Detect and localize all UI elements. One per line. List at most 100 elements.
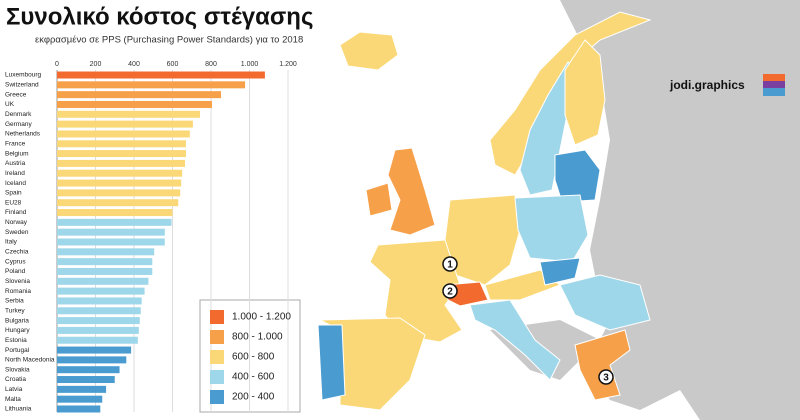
bar [57, 179, 182, 187]
bar [57, 258, 153, 266]
y-tick-label: Estonia [5, 337, 27, 344]
bar [57, 150, 186, 158]
bar [57, 120, 193, 128]
y-tick-label: Sweden [5, 229, 29, 236]
y-tick-label: Switzerland [5, 82, 39, 89]
x-tick-label: 600 [167, 61, 179, 68]
legend-label: 400 - 600 [232, 372, 275, 383]
x-tick-label: 1.200 [279, 61, 297, 68]
bar [57, 209, 173, 217]
poland [514, 194, 589, 263]
map-marker [442, 283, 458, 299]
x-tick-label: 200 [90, 61, 102, 68]
chart-title: Συνολικό κόστος στέγασης [6, 3, 313, 30]
map-marker-label: 1 [447, 260, 453, 271]
y-tick-label: Denmark [5, 111, 32, 118]
legend-swatch [210, 370, 224, 384]
ireland [365, 182, 393, 217]
bar [57, 110, 201, 118]
x-tick-label: 1.000 [241, 61, 259, 68]
map-marker-label: 2 [447, 287, 453, 298]
y-tick-label: Poland [5, 268, 26, 275]
y-tick-label: Portugal [5, 347, 30, 354]
bar [57, 336, 138, 344]
bar [57, 376, 115, 384]
greece [574, 329, 631, 401]
bar [57, 395, 103, 403]
legend-swatch [210, 390, 224, 404]
bar [57, 169, 183, 177]
germany [444, 194, 521, 286]
y-tick-label: Austria [5, 160, 26, 167]
bar [57, 385, 107, 393]
y-tick-label: Turkey [5, 307, 25, 314]
bar [57, 238, 165, 246]
y-tick-label: Belgium [5, 150, 28, 157]
baltics [554, 149, 601, 203]
y-tick-label: Spain [5, 190, 22, 197]
bar [57, 159, 186, 167]
bar [57, 346, 132, 354]
portugal [317, 324, 346, 401]
y-tick-label: Iceland [5, 180, 26, 187]
y-tick-label: Norway [5, 219, 28, 226]
y-tick-label: Romania [5, 288, 31, 295]
italy [469, 299, 561, 381]
bar [57, 356, 127, 364]
bar [57, 287, 145, 295]
legend-swatch [210, 350, 224, 364]
y-tick-label: Slovenia [5, 278, 30, 285]
finland [564, 39, 606, 146]
bar [57, 326, 139, 334]
bar [57, 317, 140, 325]
y-tick-label: Serbia [5, 298, 24, 305]
bar [57, 218, 172, 226]
x-tick-label: 800 [205, 61, 217, 68]
bar [57, 366, 120, 374]
y-tick-label: France [5, 140, 26, 147]
bar [57, 228, 165, 236]
legend-label: 600 - 800 [232, 352, 275, 363]
y-tick-label: Greece [5, 91, 27, 98]
bar [57, 130, 190, 138]
bar [57, 100, 212, 108]
bar [57, 248, 155, 256]
y-tick-label: Lithuania [5, 406, 32, 413]
y-tick-label: Germany [5, 121, 32, 128]
y-tick-label: Slovakia [5, 366, 30, 373]
logo [763, 88, 785, 96]
france [369, 239, 463, 343]
slovakia [539, 257, 581, 286]
bar [57, 71, 265, 79]
bar [57, 140, 186, 148]
austria [484, 269, 562, 301]
map-marker [442, 256, 458, 272]
y-tick-label: UK [5, 101, 15, 108]
y-tick-label: Netherlands [5, 131, 41, 138]
y-tick-label: North Macedonia [5, 357, 55, 364]
map [317, 0, 800, 420]
bar [57, 199, 179, 207]
legend-label: 200 - 400 [232, 392, 275, 403]
legend-label: 800 - 1.000 [232, 332, 283, 343]
y-tick-label: Finland [5, 209, 27, 216]
uk [387, 147, 436, 236]
map-marker [598, 369, 614, 385]
bar [57, 189, 181, 197]
x-tick-label: 0 [55, 61, 59, 68]
y-tick-label: Czechia [5, 249, 29, 256]
x-tick-label: 400 [128, 61, 140, 68]
legend-swatch [210, 310, 224, 324]
y-tick-label: Luxembourg [5, 72, 42, 79]
bar [57, 405, 101, 413]
y-tick-label: Croatia [5, 376, 26, 383]
bar [57, 267, 153, 275]
y-tick-label: Bulgaria [5, 317, 29, 324]
y-tick-label: Ireland [5, 170, 25, 177]
iceland [339, 31, 399, 71]
credit: jodi.graphics [669, 78, 745, 92]
y-tick-label: Cyprus [5, 258, 26, 265]
y-tick-label: Latvia [5, 386, 23, 393]
